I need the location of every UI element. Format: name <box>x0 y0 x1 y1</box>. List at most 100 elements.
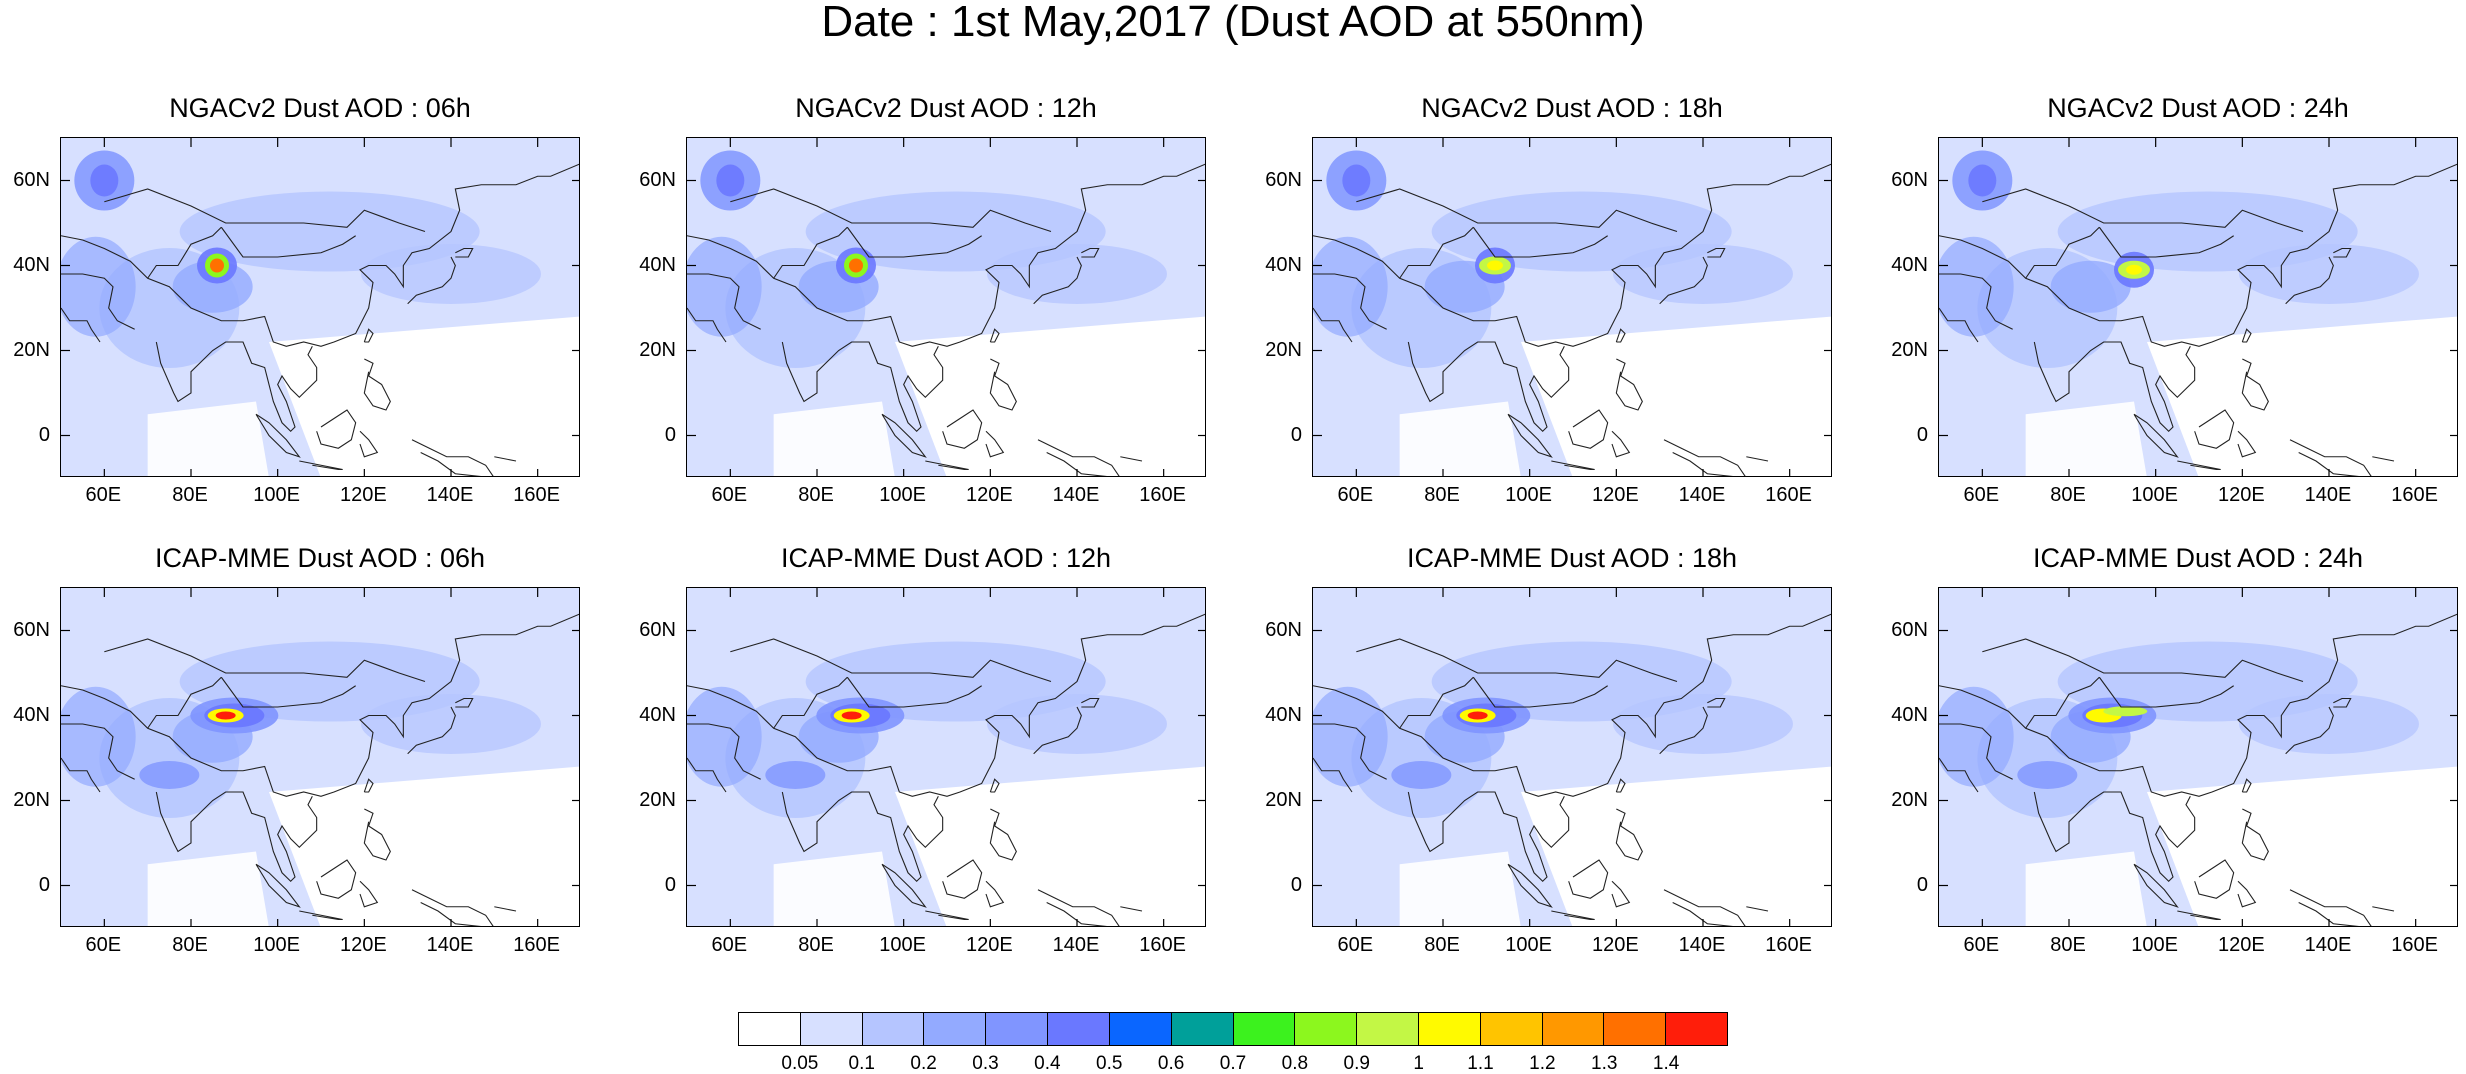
latitude-tick-label: 40N <box>1265 253 1302 276</box>
colorbar-swatch <box>862 1013 925 1045</box>
longitude-tick-label: 140E <box>426 484 474 506</box>
longitude-tick-label: 60E <box>711 934 748 956</box>
map-canvas <box>1313 138 1831 476</box>
colorbar <box>738 1012 1728 1046</box>
colorbar-tick-label: 0.8 <box>1281 1053 1309 1074</box>
latitude-tick-label: 20N <box>13 338 50 361</box>
longitude-tick-label: 160E <box>1139 484 1187 506</box>
map-canvas <box>61 588 579 926</box>
latitude-tick-label: 20N <box>1891 788 1928 811</box>
longitude-tick-label: 60E <box>1963 484 2000 506</box>
panel-title: NGACv2 Dust AOD : 12h <box>795 93 1097 123</box>
colorbar-swatch <box>800 1013 863 1045</box>
longitude-tick-label: 160E <box>1765 934 1813 956</box>
longitude-tick-label: 80E <box>2050 484 2086 506</box>
longitude-tick-label: 100E <box>879 934 927 956</box>
longitude-tick-label: 80E <box>798 934 834 956</box>
longitude-tick-label: 160E <box>513 934 561 956</box>
latitude-tick-label: 0 <box>38 423 50 446</box>
dust-aod-map <box>1312 587 1832 927</box>
panel-title: ICAP-MME Dust AOD : 12h <box>780 543 1112 573</box>
latitude-tick-label: 60N <box>1891 618 1928 641</box>
colorbar-tick-label: 1.4 <box>1652 1053 1680 1074</box>
colorbar-tick-label: 0.9 <box>1343 1053 1370 1074</box>
longitude-tick-label: 120E <box>965 484 1013 506</box>
colorbar-tick-label: 0.3 <box>972 1053 999 1074</box>
latitude-tick-label: 60N <box>1265 618 1302 641</box>
figure-title: Date : 1st May,2017 (Dust AOD at 550nm) <box>821 0 1645 46</box>
latitude-tick-label: 0 <box>1290 873 1302 896</box>
panel-title: NGACv2 Dust AOD : 24h <box>2047 93 2349 123</box>
longitude-tick-label: 120E <box>339 484 387 506</box>
latitude-tick-label: 60N <box>13 168 50 191</box>
panel-title: ICAP-MME Dust AOD : 24h <box>2032 543 2364 573</box>
longitude-tick-label: 140E <box>1052 484 1100 506</box>
latitude-tick-label: 20N <box>639 338 676 361</box>
longitude-tick-label: 120E <box>339 934 387 956</box>
latitude-tick-label: 60N <box>639 168 676 191</box>
longitude-tick-label: 140E <box>2304 484 2352 506</box>
colorbar-swatch <box>1357 1013 1419 1045</box>
colorbar-tick-label: 0.2 <box>910 1053 937 1074</box>
longitude-tick-label: 100E <box>1505 484 1553 506</box>
longitude-tick-label: 100E <box>253 934 301 956</box>
longitude-tick-label: 60E <box>1963 934 2000 956</box>
longitude-tick-label: 80E <box>1424 934 1460 956</box>
longitude-tick-label: 120E <box>2217 934 2265 956</box>
dust-aod-map <box>1938 587 2458 927</box>
longitude-tick-label: 120E <box>965 934 1013 956</box>
colorbar-tick-label: 1.1 <box>1467 1053 1494 1074</box>
panel-title: ICAP-MME Dust AOD : 18h <box>1406 543 1738 573</box>
dust-aod-map <box>686 137 1206 477</box>
colorbar-tick-label: 0.1 <box>848 1053 875 1074</box>
longitude-tick-label: 80E <box>1424 484 1460 506</box>
longitude-tick-label: 140E <box>2304 934 2352 956</box>
longitude-tick-label: 140E <box>1678 484 1726 506</box>
longitude-tick-label: 80E <box>172 934 208 956</box>
colorbar-tick-label: 1.3 <box>1591 1053 1618 1074</box>
colorbar-tick-label: 0.4 <box>1034 1053 1061 1074</box>
colorbar-swatch <box>1048 1013 1110 1045</box>
map-canvas <box>1939 588 2457 926</box>
longitude-tick-label: 160E <box>513 484 561 506</box>
map-canvas <box>1313 588 1831 926</box>
longitude-tick-label: 80E <box>2050 934 2086 956</box>
latitude-tick-label: 0 <box>664 873 676 896</box>
latitude-tick-label: 0 <box>664 423 676 446</box>
longitude-tick-label: 120E <box>1591 934 1639 956</box>
longitude-tick-label: 160E <box>2391 934 2439 956</box>
latitude-tick-label: 20N <box>1265 338 1302 361</box>
colorbar-swatch <box>986 1013 1049 1045</box>
longitude-tick-label: 100E <box>253 484 301 506</box>
latitude-tick-label: 40N <box>1891 703 1928 726</box>
longitude-tick-label: 160E <box>2391 484 2439 506</box>
latitude-tick-label: 0 <box>1290 423 1302 446</box>
map-canvas <box>687 588 1205 926</box>
colorbar-swatch <box>924 1013 987 1045</box>
latitude-tick-label: 0 <box>38 873 50 896</box>
latitude-tick-label: 60N <box>639 618 676 641</box>
latitude-tick-label: 20N <box>13 788 50 811</box>
longitude-tick-label: 160E <box>1765 484 1813 506</box>
latitude-tick-label: 60N <box>1891 168 1928 191</box>
latitude-tick-label: 20N <box>1265 788 1302 811</box>
panel-title: NGACv2 Dust AOD : 06h <box>169 93 471 123</box>
longitude-tick-label: 100E <box>2131 484 2179 506</box>
colorbar-swatch <box>1171 1013 1234 1045</box>
colorbar-swatch <box>1109 1013 1172 1045</box>
longitude-tick-label: 140E <box>426 934 474 956</box>
dust-aod-map <box>60 137 580 477</box>
longitude-tick-label: 60E <box>85 934 122 956</box>
latitude-tick-label: 40N <box>13 253 50 276</box>
colorbar-swatch <box>1295 1013 1358 1045</box>
longitude-tick-label: 80E <box>798 484 834 506</box>
colorbar-swatch <box>1666 1013 1727 1045</box>
longitude-tick-label: 140E <box>1052 934 1100 956</box>
longitude-tick-label: 80E <box>172 484 208 506</box>
latitude-tick-label: 40N <box>639 253 676 276</box>
latitude-tick-label: 0 <box>1916 423 1928 446</box>
panel-title: NGACv2 Dust AOD : 18h <box>1421 93 1723 123</box>
dust-aod-map <box>60 587 580 927</box>
longitude-tick-label: 60E <box>85 484 122 506</box>
latitude-tick-label: 60N <box>13 618 50 641</box>
